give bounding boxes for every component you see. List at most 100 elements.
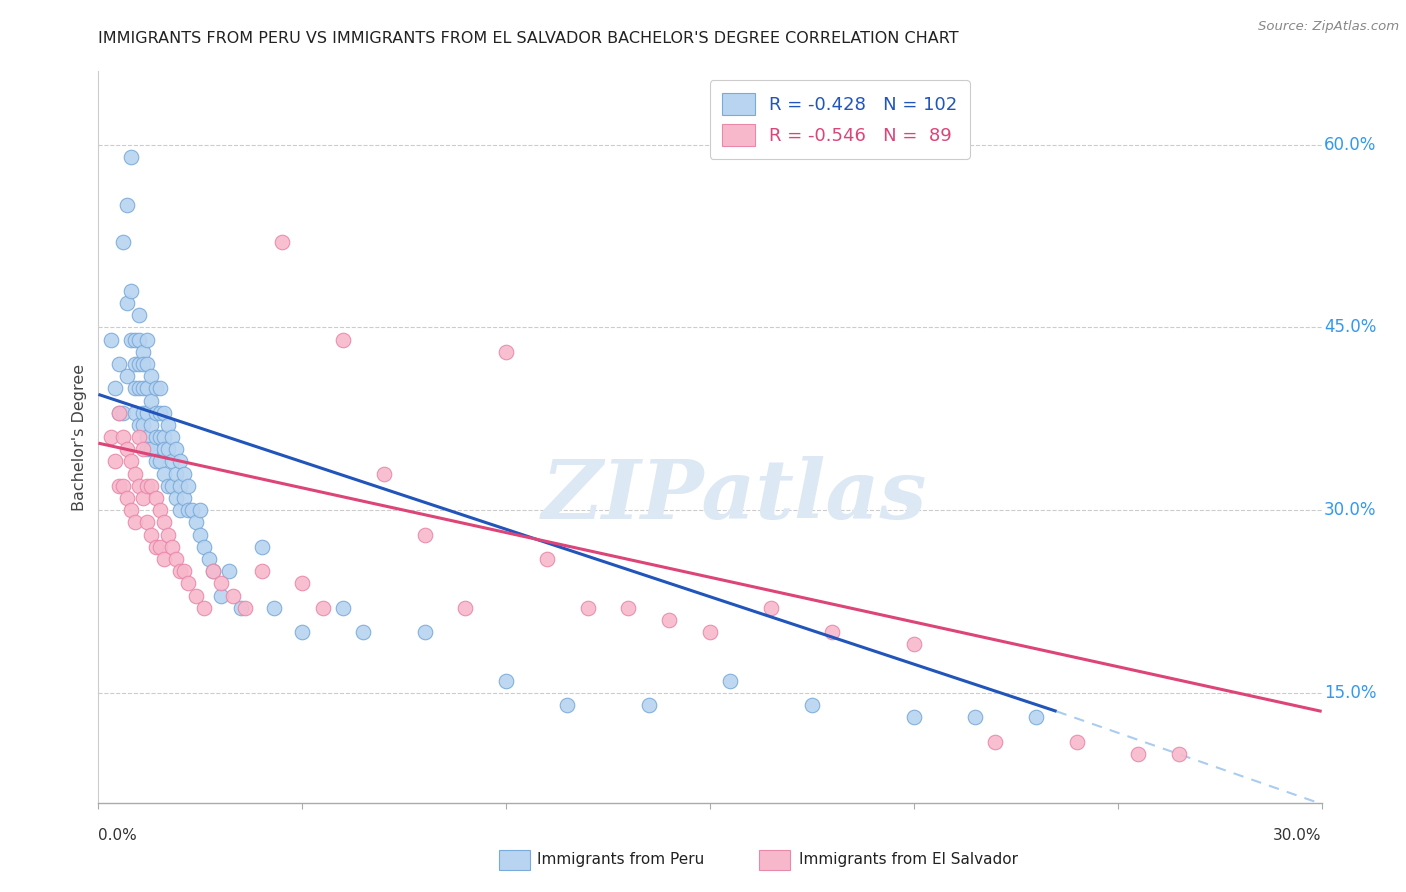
Point: [128, 381, 150, 395]
Point: [231, 600, 253, 615]
Point: [263, 600, 285, 615]
Point: [152, 467, 174, 481]
Point: [141, 479, 163, 493]
Point: [495, 344, 517, 359]
Point: [821, 625, 844, 640]
Point: [120, 150, 142, 164]
Point: [188, 527, 212, 541]
Point: [145, 406, 167, 420]
Point: [761, 600, 783, 615]
Point: [156, 417, 179, 432]
Point: [177, 576, 200, 591]
Point: [495, 673, 517, 688]
Point: [136, 516, 159, 530]
Point: [124, 516, 146, 530]
Point: [149, 454, 172, 468]
Text: Source: ZipAtlas.com: Source: ZipAtlas.com: [1258, 20, 1399, 33]
Point: [373, 467, 395, 481]
Point: [141, 442, 163, 457]
Point: [156, 442, 179, 457]
Text: Immigrants from El Salvador: Immigrants from El Salvador: [799, 853, 1018, 867]
Point: [132, 344, 155, 359]
Text: Immigrants from Peru: Immigrants from Peru: [537, 853, 704, 867]
Point: [152, 552, 174, 566]
Text: 45.0%: 45.0%: [1324, 318, 1376, 336]
Point: [270, 235, 294, 249]
Point: [149, 503, 172, 517]
Point: [104, 381, 127, 395]
Point: [152, 442, 174, 457]
Point: [120, 333, 142, 347]
Point: [222, 589, 245, 603]
Point: [699, 625, 721, 640]
Point: [352, 625, 374, 640]
Point: [141, 369, 163, 384]
Point: [115, 442, 138, 457]
Point: [1025, 710, 1047, 724]
Point: [108, 357, 131, 371]
Point: [160, 454, 183, 468]
Text: 60.0%: 60.0%: [1324, 136, 1376, 153]
Point: [145, 454, 167, 468]
Point: [115, 369, 138, 384]
Point: [145, 491, 167, 505]
Point: [218, 564, 240, 578]
Point: [132, 442, 155, 457]
Point: [124, 357, 146, 371]
Point: [136, 357, 159, 371]
Point: [115, 296, 138, 310]
Point: [637, 698, 661, 713]
Point: [149, 430, 172, 444]
Point: [903, 710, 925, 724]
Point: [128, 417, 150, 432]
Point: [132, 417, 155, 432]
Point: [141, 527, 163, 541]
Point: [136, 381, 159, 395]
Point: [120, 503, 142, 517]
Point: [250, 540, 273, 554]
Point: [291, 576, 314, 591]
Point: [111, 430, 134, 444]
Point: [201, 564, 224, 578]
Point: [128, 333, 150, 347]
Point: [128, 479, 150, 493]
Point: [124, 381, 146, 395]
Point: [250, 564, 273, 578]
Point: [100, 430, 122, 444]
Point: [965, 710, 987, 724]
Point: [188, 503, 212, 517]
Point: [149, 406, 172, 420]
Point: [136, 333, 159, 347]
Text: IMMIGRANTS FROM PERU VS IMMIGRANTS FROM EL SALVADOR BACHELOR'S DEGREE CORRELATIO: IMMIGRANTS FROM PERU VS IMMIGRANTS FROM …: [98, 31, 959, 46]
Point: [100, 333, 122, 347]
Point: [120, 284, 142, 298]
Point: [156, 527, 179, 541]
Point: [186, 589, 208, 603]
Point: [160, 430, 183, 444]
Point: [124, 333, 146, 347]
Point: [124, 406, 146, 420]
Point: [169, 479, 191, 493]
Point: [160, 479, 183, 493]
Point: [332, 333, 354, 347]
Point: [145, 381, 167, 395]
Point: [115, 198, 138, 212]
Point: [165, 467, 187, 481]
Text: 30.0%: 30.0%: [1274, 828, 1322, 843]
Point: [136, 430, 159, 444]
Text: ZIPatlas: ZIPatlas: [541, 456, 927, 535]
Point: [658, 613, 681, 627]
Point: [233, 600, 256, 615]
Point: [209, 576, 232, 591]
Point: [111, 406, 134, 420]
Point: [149, 381, 172, 395]
Point: [136, 442, 159, 457]
Point: [454, 600, 477, 615]
Point: [173, 467, 195, 481]
Point: [177, 479, 200, 493]
Point: [1066, 735, 1088, 749]
Point: [718, 673, 742, 688]
Point: [169, 564, 191, 578]
Point: [124, 467, 146, 481]
Point: [152, 406, 174, 420]
